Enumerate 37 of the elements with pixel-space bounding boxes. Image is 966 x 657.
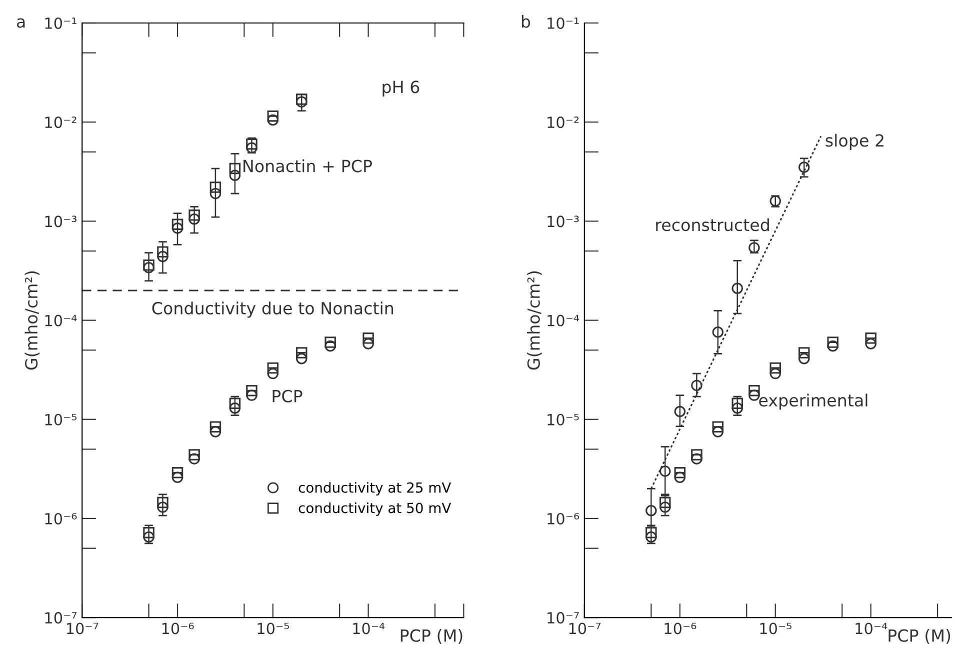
x-tick-label: 10⁻⁵ xyxy=(760,622,792,634)
y-tick-label: 10⁻⁶ xyxy=(548,512,580,525)
annotation: PCP xyxy=(272,390,302,402)
x-axis-title: PCP (M) xyxy=(400,628,462,644)
x-tick-label: 10⁻⁵ xyxy=(258,622,289,634)
y-tick-label: 10⁻⁷ xyxy=(45,612,77,624)
y-tick-label: 10⁻¹ xyxy=(45,17,76,30)
annotation: slope 2 xyxy=(826,134,884,150)
x-tick-label: 10⁻⁶ xyxy=(664,622,696,634)
y-tick-label: 10⁻⁴ xyxy=(45,314,77,326)
y-tick-label: 10⁻⁵ xyxy=(45,414,77,426)
x-tick-label: 10⁻⁴ xyxy=(353,622,385,634)
y-tick-label: 10⁻⁶ xyxy=(45,512,77,525)
y-tick-label: 10⁻³ xyxy=(548,216,579,228)
x-axis-title: PCP (M) xyxy=(888,628,950,644)
y-tick-label: 10⁻⁴ xyxy=(548,314,580,326)
annotation: reconstructed xyxy=(656,218,769,232)
legend-label: conductivity at 50 mV xyxy=(298,502,452,516)
chart-title: a xyxy=(16,18,25,28)
annotation: pH 6 xyxy=(382,80,420,96)
y-tick-label: 10⁻⁵ xyxy=(548,414,579,426)
y-axis-title: G(mho/cm²) xyxy=(24,271,40,370)
x-tick-label: 10⁻⁷ xyxy=(569,622,601,634)
y-axis-title: G(mho/cm²) xyxy=(527,271,542,370)
ref-line-label: Conductivity due to Nonactin xyxy=(152,302,394,318)
x-tick-label: 10⁻⁶ xyxy=(162,622,194,634)
y-tick-label: 10⁻⁷ xyxy=(548,612,579,624)
y-tick-label: 10⁻³ xyxy=(45,216,76,228)
y-tick-label: 10⁻² xyxy=(45,116,76,128)
x-tick-label: 10⁻⁴ xyxy=(856,622,888,634)
y-tick-label: 10⁻¹ xyxy=(548,17,579,30)
y-tick-label: 10⁻² xyxy=(548,116,579,128)
legend-label: conductivity at 25 mV xyxy=(298,482,452,496)
annotation: experimental xyxy=(759,394,868,410)
annotation: Nonactin + PCP xyxy=(244,159,372,172)
chart-title: b xyxy=(522,14,530,28)
x-tick-label: 10⁻⁷ xyxy=(66,622,98,634)
